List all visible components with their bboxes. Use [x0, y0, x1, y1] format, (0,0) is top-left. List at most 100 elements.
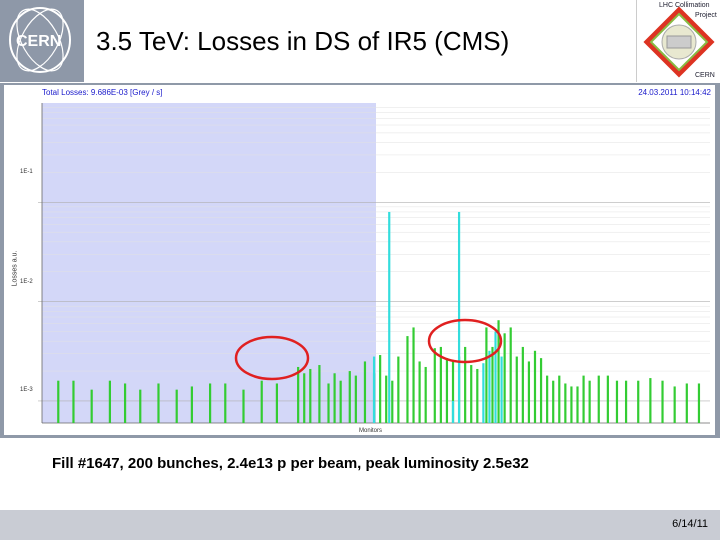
loss-bar — [424, 366, 427, 423]
loss-bar-highlight — [482, 363, 485, 423]
loss-bar — [527, 361, 531, 423]
loss-bar — [412, 327, 415, 423]
loss-bar — [275, 383, 278, 423]
loss-bar — [588, 380, 591, 423]
loss-bar-highlight — [388, 211, 391, 423]
cern-logo-icon: CERN — [9, 7, 71, 73]
loss-bar-highlight — [372, 356, 376, 423]
loss-bar — [451, 361, 455, 423]
loss-bar — [318, 365, 321, 423]
loss-bar — [615, 380, 619, 423]
y-tick-label: 1E-1 — [20, 169, 33, 175]
loss-bar-highlight — [457, 211, 461, 423]
loss-bar — [433, 348, 436, 423]
loss-bar — [108, 380, 111, 423]
cern-logo: CERN — [0, 0, 84, 82]
loss-bar — [406, 336, 409, 423]
loss-bar-highlight — [494, 331, 497, 423]
loss-bar — [242, 389, 245, 423]
y-axis-label: Losses a.u. — [11, 250, 19, 287]
loss-bar — [354, 375, 357, 423]
loss-bar — [476, 368, 479, 423]
loss-bar — [464, 346, 467, 423]
loss-bar — [157, 383, 160, 423]
loss-bar — [297, 366, 300, 423]
loss-bar — [503, 333, 506, 423]
highlight-region — [42, 103, 376, 423]
loss-bar — [445, 358, 449, 423]
collimation-logo-icon — [643, 6, 715, 78]
collimation-text-2: Project — [695, 12, 717, 19]
loss-bar — [576, 386, 579, 423]
loss-bar — [485, 327, 488, 423]
slide-header: CERN 3.5 TeV: Losses in DS of IR5 (CMS) … — [0, 0, 720, 83]
collimation-text-1: LHC Collimation — [659, 2, 710, 9]
loss-bar — [90, 389, 93, 423]
loss-bar — [470, 365, 473, 423]
collimation-text-3: CERN — [695, 72, 715, 79]
loss-plot: Total Losses: 9.686E-03 [Grey / s] 24.03… — [4, 85, 715, 435]
loss-bar — [582, 375, 585, 423]
loss-bar — [558, 375, 561, 423]
loss-bar — [209, 383, 212, 423]
loss-bar — [606, 375, 609, 423]
loss-bar — [546, 375, 549, 423]
loss-bar — [303, 373, 306, 423]
loss-bar — [175, 389, 178, 423]
loss-bar — [649, 378, 652, 423]
loss-plot-frame: Total Losses: 9.686E-03 [Grey / s] 24.03… — [0, 83, 720, 438]
cern-logo-text: CERN — [16, 33, 61, 50]
loss-bar — [497, 320, 500, 423]
loss-bar — [139, 389, 142, 423]
loss-bar — [418, 361, 421, 423]
loss-bar-highlight — [500, 356, 503, 423]
loss-bar — [391, 380, 394, 423]
loss-bar — [697, 383, 701, 423]
loss-bar — [533, 350, 537, 423]
loss-bar — [327, 383, 330, 423]
slide-title: 3.5 TeV: Losses in DS of IR5 (CMS) — [96, 26, 510, 56]
loss-bar — [348, 371, 351, 423]
loss-bar — [309, 368, 312, 423]
loss-bar — [491, 346, 494, 423]
loss-bar — [397, 356, 400, 423]
loss-bar — [515, 356, 518, 423]
loss-bar-highlight — [451, 400, 455, 423]
loss-bar — [363, 361, 367, 423]
loss-bar — [673, 386, 676, 423]
loss-bar — [521, 346, 524, 423]
annotation-circle — [234, 335, 310, 381]
loss-bar — [379, 355, 382, 423]
loss-bar — [260, 380, 263, 423]
loss-bar — [439, 346, 442, 423]
loss-bar — [570, 386, 573, 423]
loss-bar — [385, 375, 388, 423]
loss-bar — [190, 386, 193, 423]
y-tick-label: 1E-3 — [20, 387, 33, 393]
loss-bar — [661, 380, 664, 423]
chart-title: Total Losses: 9.686E-03 [Grey / s] — [42, 88, 163, 97]
loss-bar — [333, 373, 336, 423]
loss-bar — [123, 383, 127, 423]
loss-bar-highlight — [488, 350, 491, 423]
loss-bar — [339, 380, 342, 423]
loss-bar — [637, 380, 640, 423]
annotation-circle — [427, 318, 503, 364]
loss-bar — [539, 358, 543, 423]
loss-bar — [685, 383, 688, 423]
loss-bar — [57, 380, 60, 423]
slide-date: 6/14/11 — [672, 518, 708, 530]
x-axis-label: Monitors — [359, 428, 383, 434]
chart-timestamp: 24.03.2011 10:14:42 — [638, 88, 711, 97]
loss-bar — [509, 327, 512, 423]
loss-bar — [624, 380, 628, 423]
loss-bar — [224, 383, 227, 423]
loss-bar — [552, 380, 555, 423]
slide-footer: 6/14/11 — [0, 510, 720, 540]
loss-bar — [597, 375, 600, 423]
lhc-collimation-logo: LHC Collimation Project CERN — [636, 0, 720, 82]
loss-bar — [72, 380, 75, 423]
slide-caption: Fill #1647, 200 bunches, 2.4e13 p per be… — [52, 455, 529, 472]
loss-bar — [564, 383, 567, 423]
y-tick-label: 1E-2 — [20, 279, 33, 285]
